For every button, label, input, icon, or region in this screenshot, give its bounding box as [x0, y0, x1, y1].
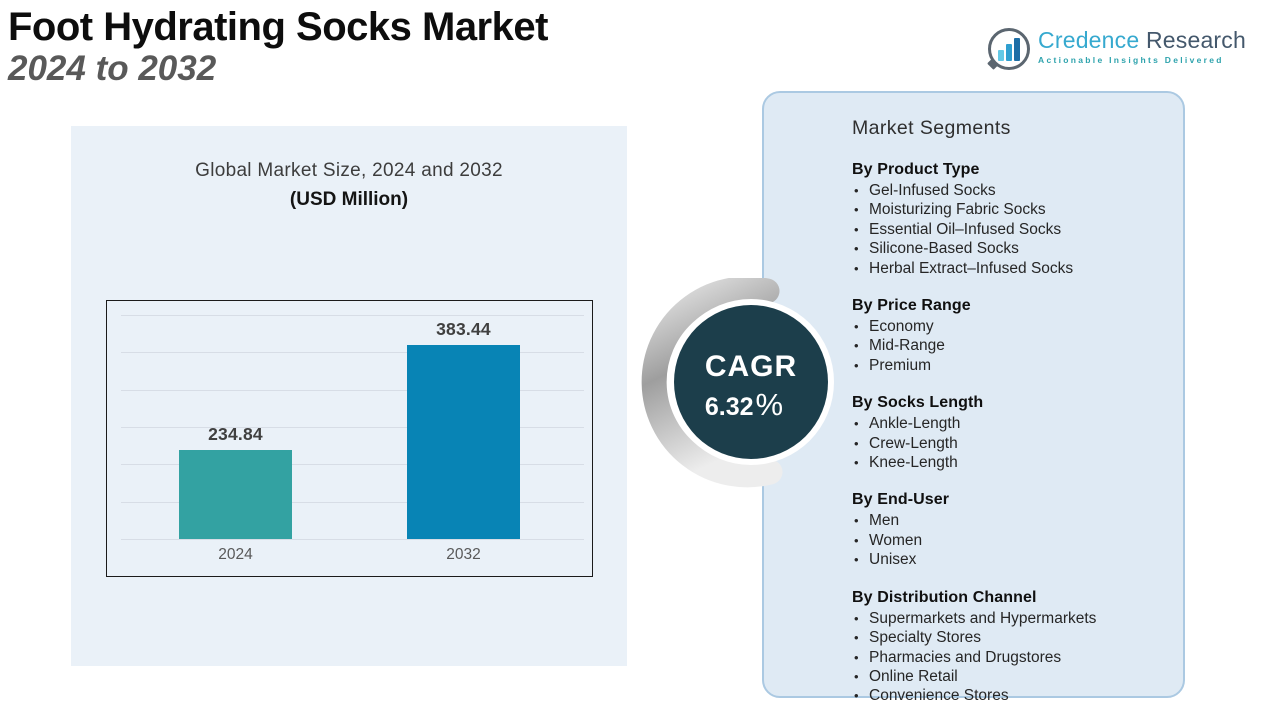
segment-group: By End-User MenWomenUnisex: [852, 491, 1165, 570]
gray-swoosh-arc: [641, 276, 783, 488]
segment-item: Convenience Stores: [852, 686, 1165, 706]
bar-group-2024: 234.84: [179, 301, 292, 539]
segment-item: Online Retail: [852, 667, 1165, 687]
segment-group: By Distribution Channel Supermarkets and …: [852, 589, 1165, 706]
segment-item: Knee-Length: [852, 453, 1165, 473]
cagr-badge-graphic: CAGR 6.32%: [641, 276, 834, 488]
segment-item: Specialty Stores: [852, 628, 1165, 648]
segment-item: Moisturizing Fabric Socks: [852, 200, 1165, 220]
segment-item: Ankle-Length: [852, 414, 1165, 434]
segment-group: By Product Type Gel-Infused SocksMoisturi…: [852, 161, 1165, 278]
segments-panel-title: Market Segments: [852, 117, 1011, 139]
bar: [407, 344, 520, 539]
segment-item: Essential Oil–Infused Socks: [852, 220, 1165, 240]
segment-item: Gel-Infused Socks: [852, 181, 1165, 201]
segment-item: Crew-Length: [852, 434, 1165, 454]
gridline: [121, 502, 584, 503]
x-axis-label-2032: 2032: [446, 546, 481, 563]
gridline: [121, 427, 584, 428]
x-axis-label-2024: 2024: [218, 546, 253, 563]
segment-group-heading: By Price Range: [852, 297, 971, 315]
segment-item: Economy: [852, 317, 1165, 337]
bar-value-label: 234.84: [208, 424, 263, 445]
bar-chart-plot-area: 234.84 383.44 2024 2032: [106, 300, 593, 577]
segment-item: Premium: [852, 356, 1165, 376]
segments-groups: By Product Type Gel-Infused SocksMoisturi…: [852, 161, 1165, 706]
bar-chart-speech-bubble-icon: [987, 28, 1031, 70]
segment-item: Herbal Extract–Infused Socks: [852, 259, 1165, 279]
segment-item: Pharmacies and Drugstores: [852, 648, 1165, 668]
brand-name: Credence Research: [1038, 27, 1246, 53]
segment-group-heading: By End-User: [852, 491, 950, 509]
credence-research-logo: Credence Research Actionable Insights De…: [987, 27, 1246, 70]
segment-group-heading: By Distribution Channel: [852, 588, 1037, 606]
cagr-value: 6.32%: [705, 387, 783, 422]
page-title-block: Foot Hydrating Socks Market 2024 to 2032: [8, 4, 548, 89]
bar-group-2032: 383.44: [407, 301, 520, 539]
bar-value-label: 383.44: [436, 318, 491, 339]
segment-item: Silicone-Based Socks: [852, 239, 1165, 259]
segment-item: Unisex: [852, 550, 1165, 570]
bar: [179, 450, 292, 539]
segment-item-list: Ankle-LengthCrew-LengthKnee-Length: [852, 414, 1165, 473]
axis-baseline: [121, 539, 584, 540]
page-subtitle: 2024 to 2032: [8, 49, 217, 88]
segment-item: Men: [852, 511, 1165, 531]
market-size-chart-panel: Global Market Size, 2024 and 2032 (USD M…: [71, 126, 627, 666]
cagr-label: CAGR: [705, 350, 797, 383]
segment-item-list: EconomyMid-RangePremium: [852, 317, 1165, 376]
brand-tagline: Actionable Insights Delivered: [1038, 55, 1224, 66]
segment-item-list: Supermarkets and HypermarketsSpecialty S…: [852, 609, 1165, 706]
segment-group: By Socks Length Ankle-LengthCrew-LengthKn…: [852, 394, 1165, 473]
segment-group-heading: By Socks Length: [852, 394, 984, 412]
gridline: [121, 352, 584, 353]
chart-title: Global Market Size, 2024 and 2032: [195, 160, 503, 181]
market-segments-panel: Market Segments By Product Type Gel-Infus…: [762, 91, 1185, 706]
cagr-circle: [674, 305, 828, 459]
gridline: [121, 464, 584, 465]
gridline: [121, 390, 584, 391]
segment-item: Women: [852, 531, 1165, 551]
segment-item: Supermarkets and Hypermarkets: [852, 609, 1165, 629]
segment-item-list: MenWomenUnisex: [852, 511, 1165, 570]
segment-item-list: Gel-Infused SocksMoisturizing Fabric Soc…: [852, 181, 1165, 278]
segment-group-heading: By Product Type: [852, 161, 980, 178]
cagr-badge: CAGR 6.32%: [620, 276, 842, 490]
chart-unit-subtitle: (USD Million): [289, 189, 409, 210]
segment-item: Mid-Range: [852, 336, 1165, 356]
gridline: [121, 315, 584, 316]
segment-group: By Price Range EconomyMid-RangePremium: [852, 297, 1165, 376]
page-title: Foot Hydrating Socks Market: [8, 5, 548, 49]
